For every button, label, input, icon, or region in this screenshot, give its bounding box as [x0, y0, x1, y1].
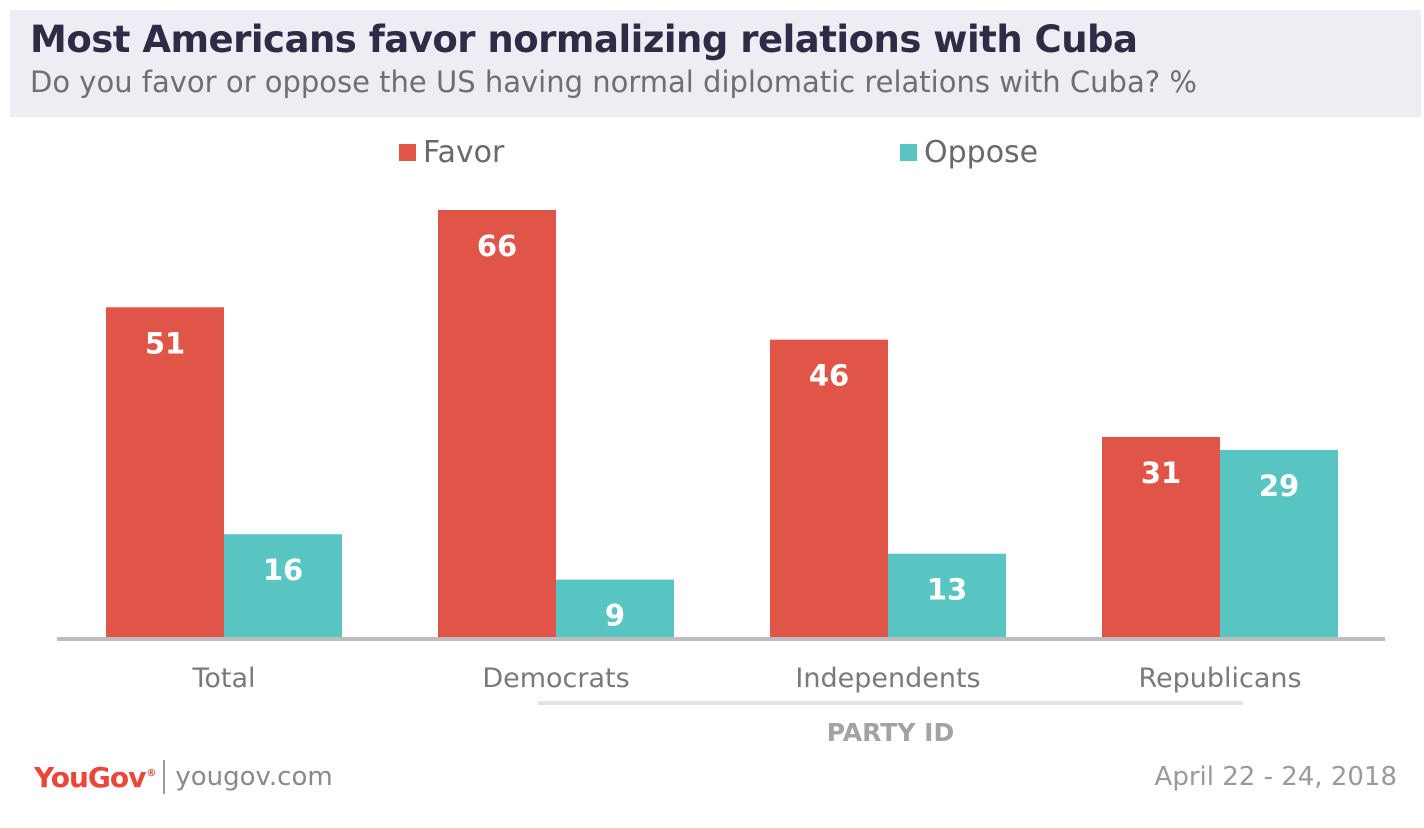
legend-item-oppose: Oppose: [900, 132, 1038, 172]
category-label-independents: Independents: [795, 663, 980, 694]
category-label-republicans: Republicans: [1138, 663, 1301, 694]
chart-title: Most Americans favor normalizing relatio…: [30, 18, 1138, 61]
legend-swatch-oppose: [900, 143, 917, 161]
legend-label-oppose: Oppose: [924, 134, 1039, 170]
party-id-label: PARTY ID: [826, 718, 955, 747]
bar-favor-republicans: [1102, 436, 1220, 638]
bar-oppose-total: [224, 534, 342, 638]
bar-favor-total: [106, 307, 224, 638]
legend-swatch-favor: [399, 143, 416, 161]
legend-item-favor: Favor: [399, 132, 504, 172]
party-id-bracket-line: [538, 701, 1243, 705]
x-axis-baseline: [57, 637, 1385, 641]
data-label-oppose-total: 16: [263, 553, 303, 587]
bar-oppose-democrats: [556, 579, 674, 638]
header-banner: Most Americans favor normalizing relatio…: [10, 10, 1421, 117]
bar-favor-democrats: [438, 210, 556, 638]
chart-subtitle: Do you favor or oppose the US having nor…: [30, 65, 1197, 99]
data-label-favor-democrats: 66: [477, 229, 517, 263]
bar-oppose-republicans: [1220, 449, 1338, 638]
survey-date: April 22 - 24, 2018: [1154, 762, 1397, 792]
data-label-oppose-democrats: 9: [605, 599, 625, 633]
brand-url: yougov.com: [175, 762, 333, 792]
category-label-democrats: Democrats: [482, 663, 629, 694]
data-label-favor-republicans: 31: [1141, 456, 1181, 490]
bar-favor-independents: [770, 339, 888, 638]
data-label-favor-total: 51: [145, 326, 185, 360]
data-label-favor-independents: 46: [809, 359, 849, 393]
data-label-oppose-republicans: 29: [1259, 469, 1299, 503]
brand-separator: [163, 760, 166, 794]
category-label-total: Total: [191, 663, 255, 694]
yougov-logo: YouGov®: [34, 760, 156, 794]
bar-oppose-independents: [888, 553, 1006, 638]
legend-label-favor: Favor: [423, 134, 505, 170]
footer-brand: YouGov® yougov.com: [34, 760, 333, 794]
data-label-oppose-independents: 13: [927, 573, 967, 607]
